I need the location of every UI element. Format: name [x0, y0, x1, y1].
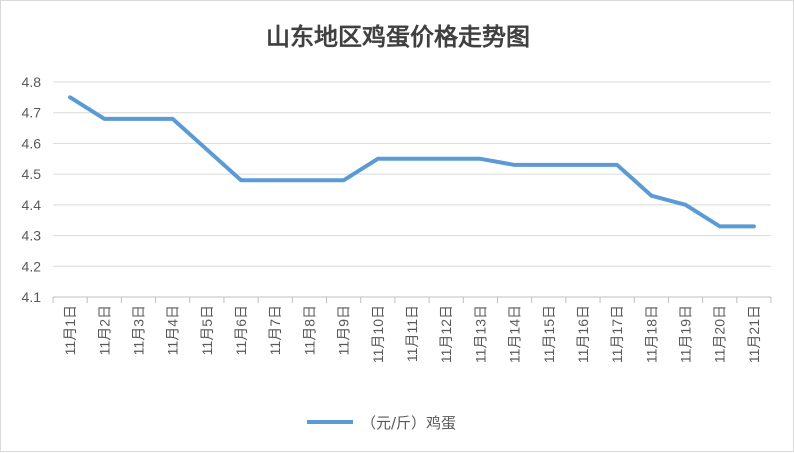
series-layer: [68, 95, 756, 229]
data-point: [136, 117, 140, 121]
data-point: [513, 163, 517, 167]
data-point: [205, 148, 209, 152]
x-tick-label: 11月3日: [130, 305, 146, 355]
x-axis-tick-labels: 11月1日 11月2日 11月3日 11月4日 11月5日 11月6日 11月7日 11月8日…: [62, 305, 762, 363]
gridlines: [53, 81, 771, 267]
series-line: [68, 95, 756, 229]
x-tick-label: 11月19日: [678, 305, 694, 363]
x-tick-label: 11月9日: [336, 305, 352, 355]
y-axis-tick-labels: 4.1 4.2 4.3 4.4 4.5 4.6 4.7 4.8: [22, 74, 42, 305]
chart-title: 山东地区鸡蛋价格走势图: [266, 22, 530, 51]
data-point: [102, 117, 106, 121]
data-point: [615, 163, 619, 167]
x-tick-label: 11月11日: [404, 305, 420, 362]
data-point: [239, 178, 243, 182]
y-tick-label: 4.2: [22, 258, 42, 274]
data-point: [410, 157, 414, 161]
x-tick-label: 11月12日: [438, 305, 454, 363]
x-tick-label: 11月21日: [746, 305, 762, 363]
x-tick-label: 11月14日: [507, 305, 523, 363]
legend-label: （元/斤）鸡蛋: [361, 414, 456, 432]
x-tick-label: 11月20日: [712, 305, 728, 363]
data-point: [752, 224, 756, 228]
y-tick-label: 4.7: [22, 105, 42, 121]
x-tick-label: 11月7日: [267, 305, 283, 355]
y-tick-label: 4.6: [22, 135, 42, 151]
x-tick-label: 11月2日: [96, 305, 112, 355]
x-tick-label: 11月17日: [609, 305, 625, 363]
y-tick-label: 4.3: [22, 228, 42, 244]
x-tick-label: 11月6日: [233, 305, 249, 355]
data-point: [718, 224, 722, 228]
data-point: [684, 203, 688, 207]
y-tick-label: 4.8: [22, 74, 42, 90]
data-point: [273, 178, 277, 182]
data-point: [68, 95, 72, 99]
data-point: [478, 157, 482, 161]
data-point: [171, 117, 175, 121]
y-tick-label: 4.4: [22, 197, 42, 213]
y-tick-label: 4.1: [22, 289, 42, 305]
x-tick-label: 11月4日: [165, 305, 181, 355]
y-tick-label: 4.5: [22, 166, 42, 182]
x-axis: [52, 296, 772, 303]
data-point: [307, 178, 311, 182]
data-point: [581, 163, 585, 167]
x-tick-label: 11月13日: [472, 305, 488, 363]
data-point: [376, 157, 380, 161]
x-tick-label: 11月5日: [199, 305, 215, 355]
x-tick-label: 11月15日: [541, 305, 557, 363]
legend: （元/斤）鸡蛋: [307, 414, 456, 432]
data-point: [547, 163, 551, 167]
x-tick-label: 11月16日: [575, 305, 591, 363]
x-tick-label: 11月8日: [301, 305, 317, 355]
data-point: [649, 194, 653, 198]
x-tick-label: 11月1日: [62, 305, 78, 355]
data-point: [444, 157, 448, 161]
x-tick-label: 11月18日: [643, 305, 659, 363]
data-point: [342, 178, 346, 182]
x-tick-label: 11月10日: [370, 305, 386, 363]
